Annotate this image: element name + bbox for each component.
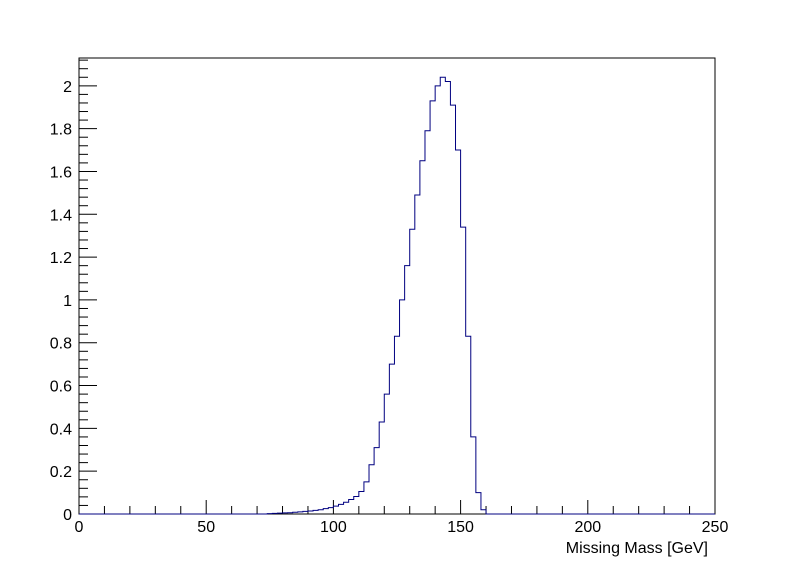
y-tick-label: 0 xyxy=(63,507,72,524)
x-tick-label: 150 xyxy=(447,519,474,536)
y-tick-label: 1.6 xyxy=(50,164,72,181)
x-axis-label: Missing Mass [GeV] xyxy=(566,540,708,557)
y-tick-label: 1.4 xyxy=(50,207,72,224)
x-tick-label: 200 xyxy=(574,519,601,536)
y-axis-ticks xyxy=(79,59,97,515)
y-tick-label: 1.8 xyxy=(50,122,72,139)
y-tick-label: 0.2 xyxy=(50,464,72,481)
x-tick-label: 0 xyxy=(75,519,84,536)
y-tick-label: 0.4 xyxy=(50,421,72,438)
x-axis-ticks xyxy=(78,500,716,514)
y-axis-tick-labels: 0 0.2 0.4 0.6 0.8 1 1.2 1.4 1.6 1.8 2 xyxy=(50,79,72,524)
histogram-series-line xyxy=(79,76,715,515)
y-tick-label: 0.8 xyxy=(50,336,72,353)
plot-frame xyxy=(78,57,716,515)
x-tick-label: 250 xyxy=(702,519,729,536)
y-tick-label: 1 xyxy=(63,293,72,310)
y-tick-label: 0.6 xyxy=(50,379,72,396)
x-axis-tick-labels: 0 50 100 150 200 250 xyxy=(75,519,729,536)
y-tick-label: 2 xyxy=(63,79,72,96)
x-tick-label: 100 xyxy=(320,519,347,536)
x-tick-label: 50 xyxy=(197,519,215,536)
y-tick-label: 1.2 xyxy=(50,250,72,267)
